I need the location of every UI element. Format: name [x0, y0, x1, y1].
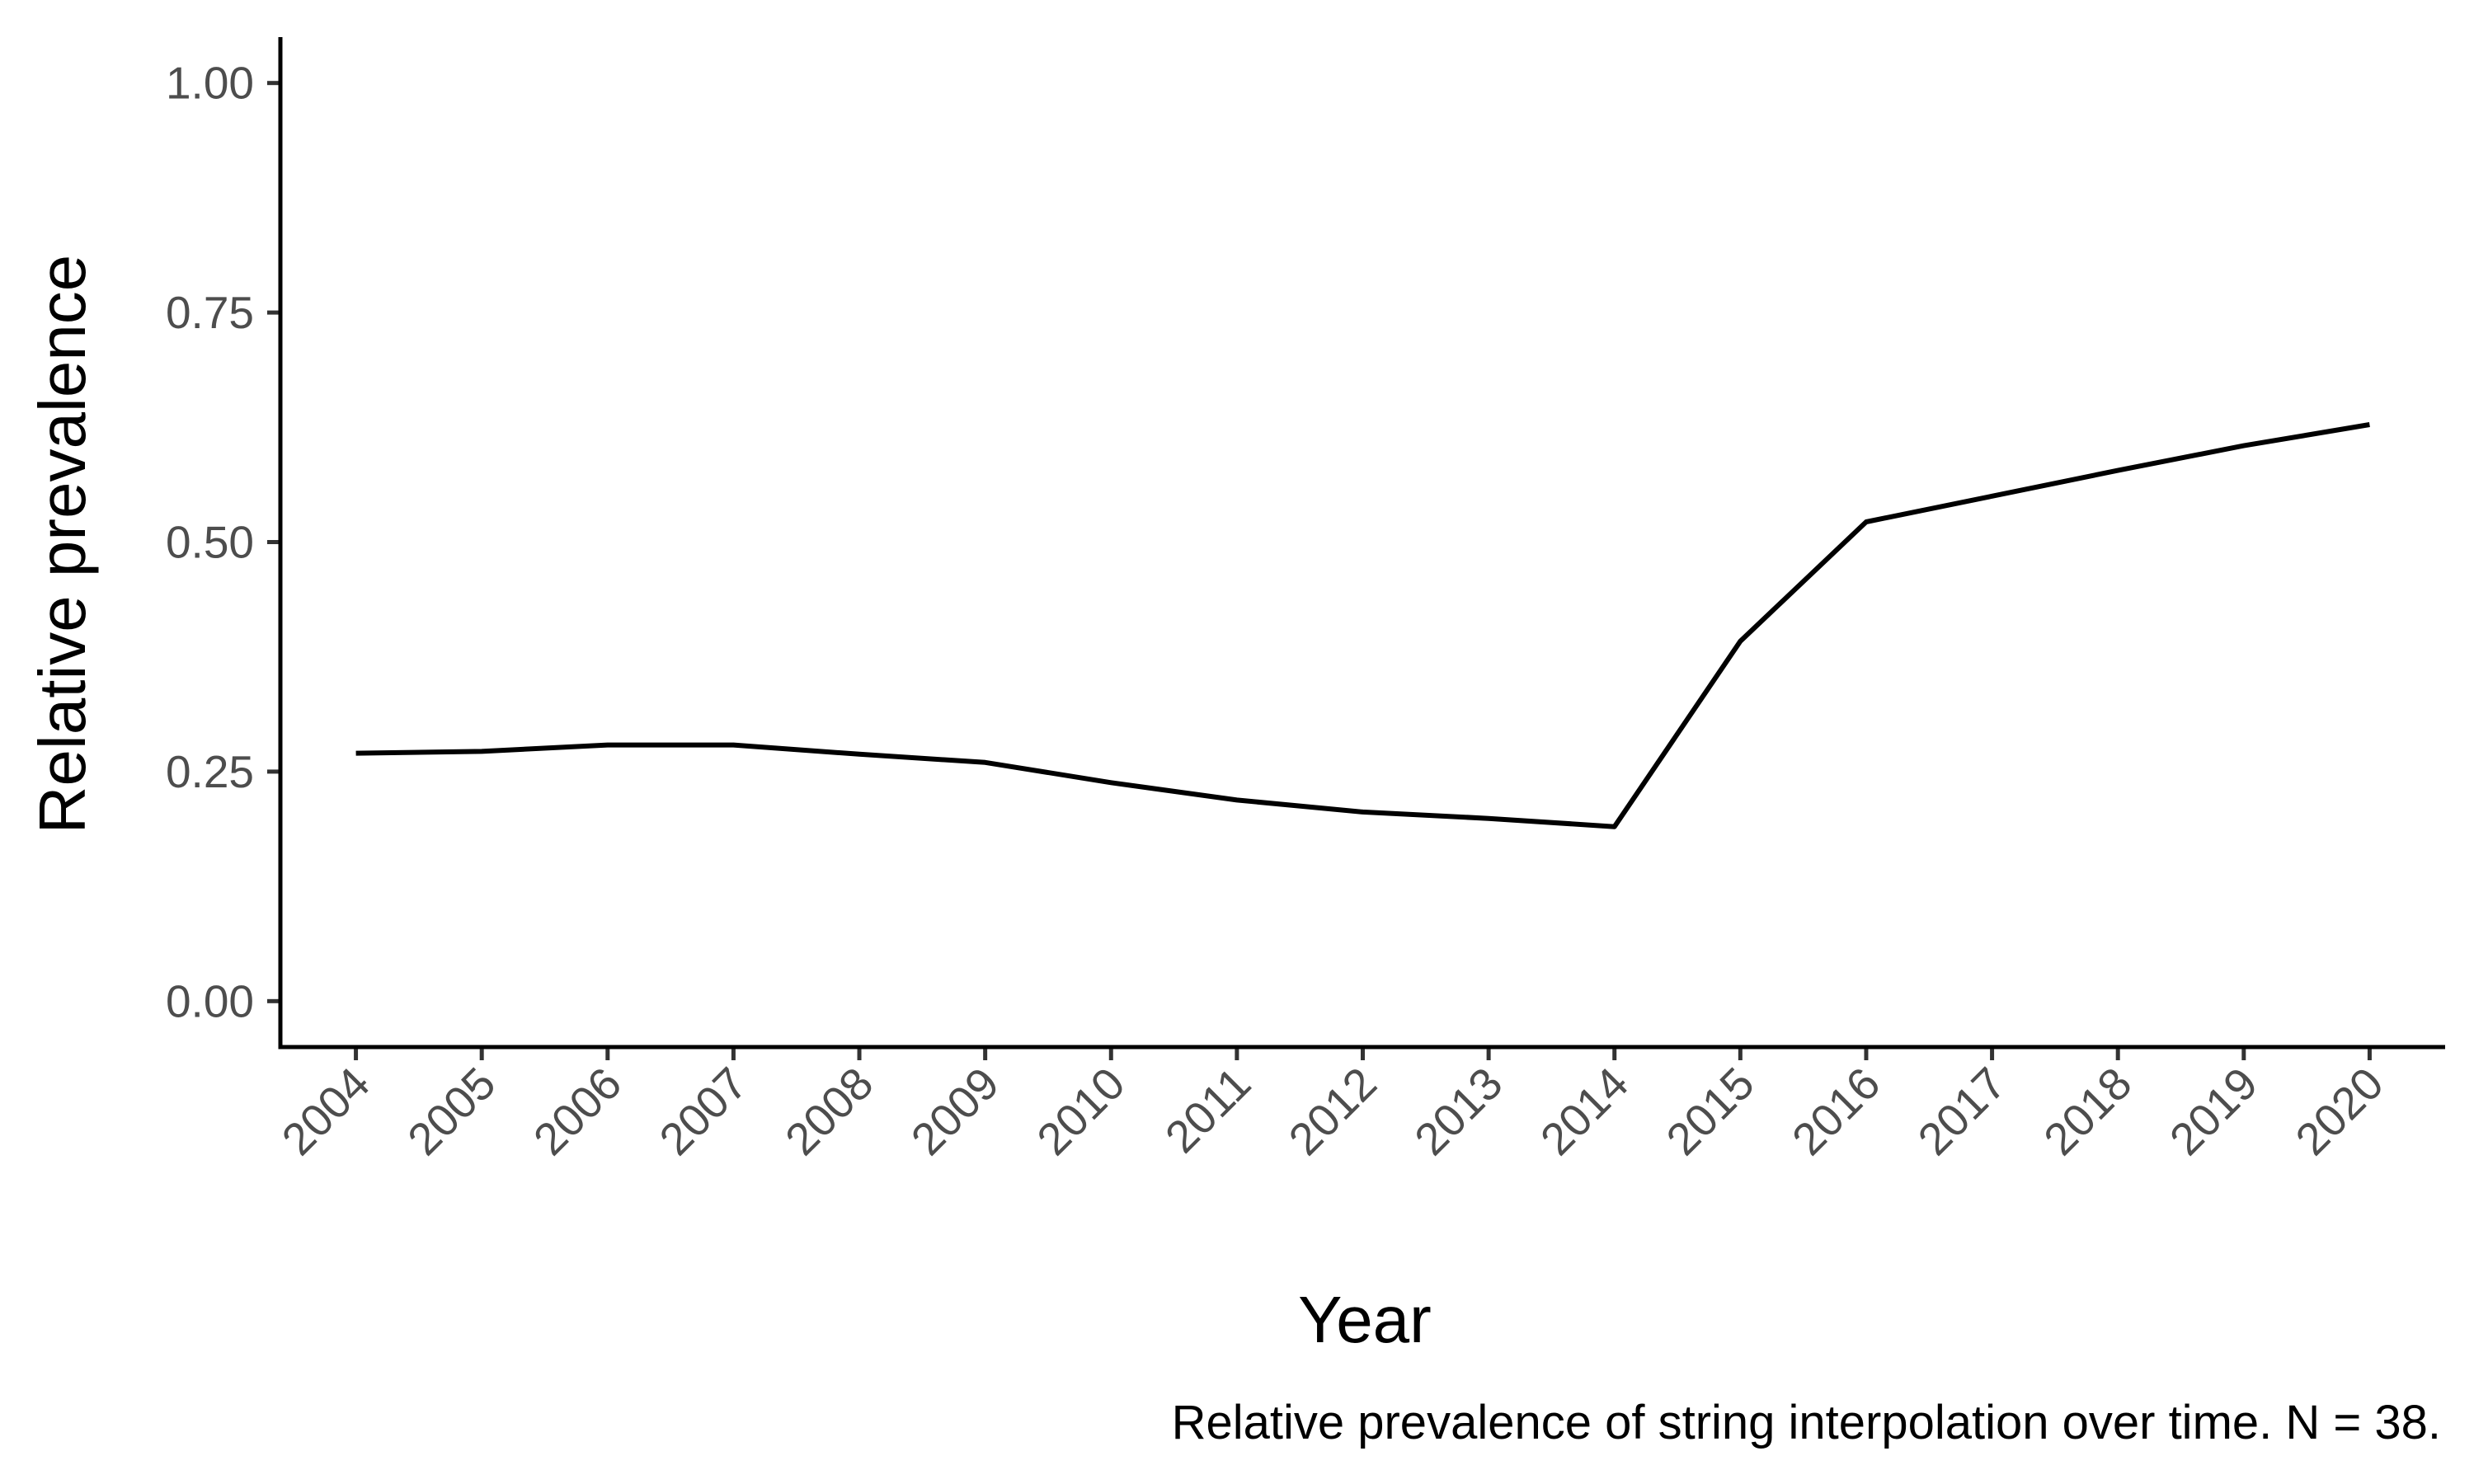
x-tick-label: 2019 — [2160, 1058, 2267, 1165]
x-tick-label: 2020 — [2286, 1058, 2393, 1165]
x-tick-label: 2017 — [1908, 1058, 2015, 1165]
x-tick-label: 2010 — [1027, 1058, 1134, 1165]
x-tick-label: 2018 — [2034, 1058, 2141, 1165]
x-tick-label: 2008 — [775, 1058, 882, 1165]
y-tick-label: 0.25 — [166, 746, 254, 797]
chart-caption: Relative prevalence of string interpolat… — [1172, 1396, 2441, 1449]
y-tick-label: 0.50 — [166, 517, 254, 568]
series-line — [355, 422, 2370, 829]
x-tick-label: 2013 — [1404, 1058, 1512, 1165]
x-tick-label: 2005 — [397, 1058, 505, 1165]
x-tick-label: 2009 — [901, 1058, 1009, 1165]
x-tick-label: 2012 — [1279, 1058, 1386, 1165]
x-tick-label: 2014 — [1531, 1058, 1638, 1165]
x-tick-label: 2011 — [1155, 1058, 1260, 1162]
x-tick-label: 2006 — [524, 1058, 631, 1165]
x-tick-label: 2015 — [1656, 1058, 1763, 1165]
y-tick-label: 1.00 — [166, 58, 254, 109]
x-tick-label: 2007 — [650, 1058, 757, 1165]
y-tick-label: 0.75 — [166, 287, 254, 338]
y-axis-title: Relative prevalence — [26, 255, 99, 834]
x-axis-title: Year — [1298, 1283, 1432, 1356]
x-tick-label: 2004 — [272, 1058, 379, 1165]
x-axis-ticks: 2004 2005 2006 2007 2008 2009 2010 2011 2012 2013… — [272, 1047, 2393, 1165]
y-axis-ticks: 0.00 0.25 0.50 0.75 1.00 — [166, 58, 280, 1026]
x-tick-label: 2016 — [1782, 1058, 1889, 1165]
y-tick-label: 0.00 — [166, 975, 254, 1026]
